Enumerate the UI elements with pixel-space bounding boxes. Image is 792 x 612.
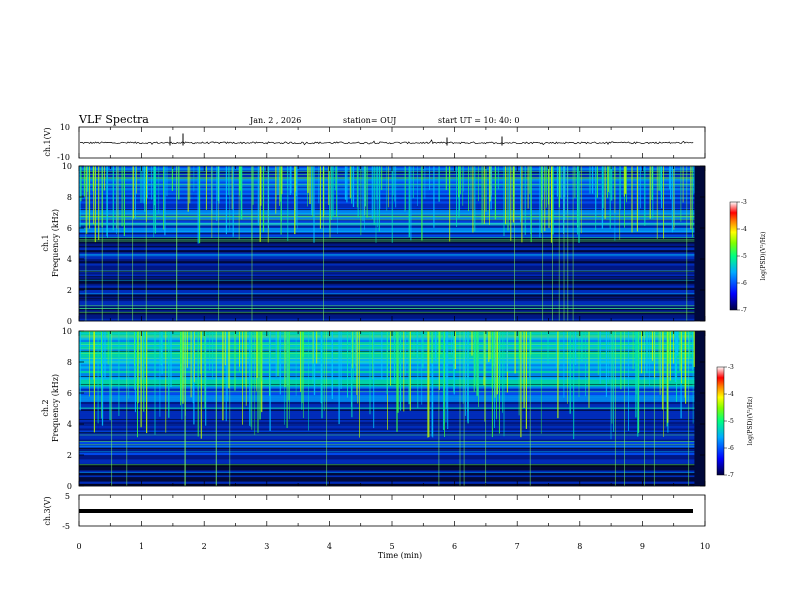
ch1-waveform-panel: 10 -10 ch.1(V): [43, 123, 706, 162]
spectrogram1-ytick-5: 10: [62, 162, 72, 171]
time-axis-tick-6: 6: [452, 542, 457, 551]
ch2-spectrogram-ylabel: Frequency (kHz): [51, 374, 60, 442]
spectrogram1-ytick-3: 6: [67, 224, 72, 233]
spectrogram2-ytick-1: 2: [67, 451, 72, 460]
time-axis-tick-3: 3: [264, 542, 269, 551]
ch3-ylabel: ch.3(V): [43, 496, 52, 525]
date-label: Jan. 2 , 2026: [249, 116, 301, 125]
ch1-ytick-bottom: -10: [57, 153, 70, 162]
ch2-spectrogram-panel: 0 2 4 6 8 10 ch.2 Frequency (kHz): [41, 327, 706, 491]
spectrogram2-ytick-4: 8: [67, 358, 72, 367]
time-axis: 0 1 2 3 4 5 6 7 8 9 10: [76, 127, 710, 551]
time-axis-tick-9: 9: [640, 542, 645, 551]
ch2-spectrogram-image: [79, 331, 695, 487]
colorbar1-tick-4: -7: [741, 307, 747, 314]
ch1-waveform-line: [79, 139, 694, 146]
spectrogram1-ytick-1: 2: [67, 286, 72, 295]
ch1-colorbar-label: log(PSD)(V²/Hz): [760, 232, 767, 281]
time-axis-tick-7: 7: [515, 542, 520, 551]
ch1-colorbar: -3 -4 -5 -6 -7 log(PSD)(V²/Hz): [729, 199, 767, 314]
spectrogram2-ytick-2: 4: [67, 420, 72, 429]
time-axis-tick-10: 10: [700, 542, 710, 551]
time-axis-tick-0: 0: [76, 542, 81, 551]
time-axis-label: Time (min): [378, 551, 422, 560]
ch1-spectrogram-ylabel: Frequency (kHz): [51, 209, 60, 277]
figure-title: VLF Spectra: [78, 113, 149, 126]
start-time-label: start UT = 10: 40: 0: [438, 116, 519, 125]
spectrogram2-ytick-0: 0: [67, 482, 72, 491]
spectrogram2-ytick-3: 6: [67, 389, 72, 398]
spectrogram1-ytick-2: 4: [67, 255, 72, 264]
colorbar2-tick-4: -7: [728, 472, 734, 479]
time-axis-tick-2: 2: [202, 542, 207, 551]
colorbar2-tick-1: -4: [728, 391, 734, 398]
colorbar1-tick-0: -3: [741, 199, 747, 206]
time-axis-tick-4: 4: [327, 542, 332, 551]
ch2-colorbar: -3 -4 -5 -6 -7 log(PSD)(V²/Hz): [716, 364, 754, 479]
ch1-spectrogram-panel: 0 2 4 6 8 10 ch.1 Frequency (kHz): [41, 162, 706, 326]
time-axis-tick-5: 5: [389, 542, 394, 551]
ch3-ytick-top: 5: [65, 492, 70, 501]
colorbar1-tick-1: -4: [741, 226, 747, 233]
ch3-ytick-bottom: -5: [62, 522, 70, 531]
ch2-colorbar-label: log(PSD)(V²/Hz): [747, 397, 754, 446]
colorbar2-tick-3: -6: [728, 445, 734, 452]
colorbar1-tick-3: -6: [741, 280, 747, 287]
spectrogram1-ytick-0: 0: [67, 317, 72, 326]
ch2-spectrogram-ylabel-channel: ch.2: [41, 399, 50, 416]
spectrogram1-ytick-4: 8: [67, 193, 72, 202]
ch1-ytick-top: 10: [60, 123, 70, 132]
time-axis-tick-8: 8: [577, 542, 582, 551]
colorbar2-tick-0: -3: [728, 364, 734, 371]
spectrogram2-ytick-5: 10: [62, 327, 72, 336]
ch1-spectrogram-image: [79, 166, 695, 322]
time-axis-tick-1: 1: [139, 542, 144, 551]
colorbar1-tick-2: -5: [741, 253, 747, 260]
station-label: station= OUJ: [343, 116, 396, 125]
ch3-waveform-line: [79, 509, 693, 513]
colorbar2-tick-2: -5: [728, 418, 734, 425]
ch1-ylabel: ch.1(V): [43, 127, 52, 156]
ch1-spectrogram-ylabel-channel: ch.1: [41, 234, 50, 251]
ch3-waveform-panel: 5 -5 ch.3(V): [43, 492, 706, 531]
